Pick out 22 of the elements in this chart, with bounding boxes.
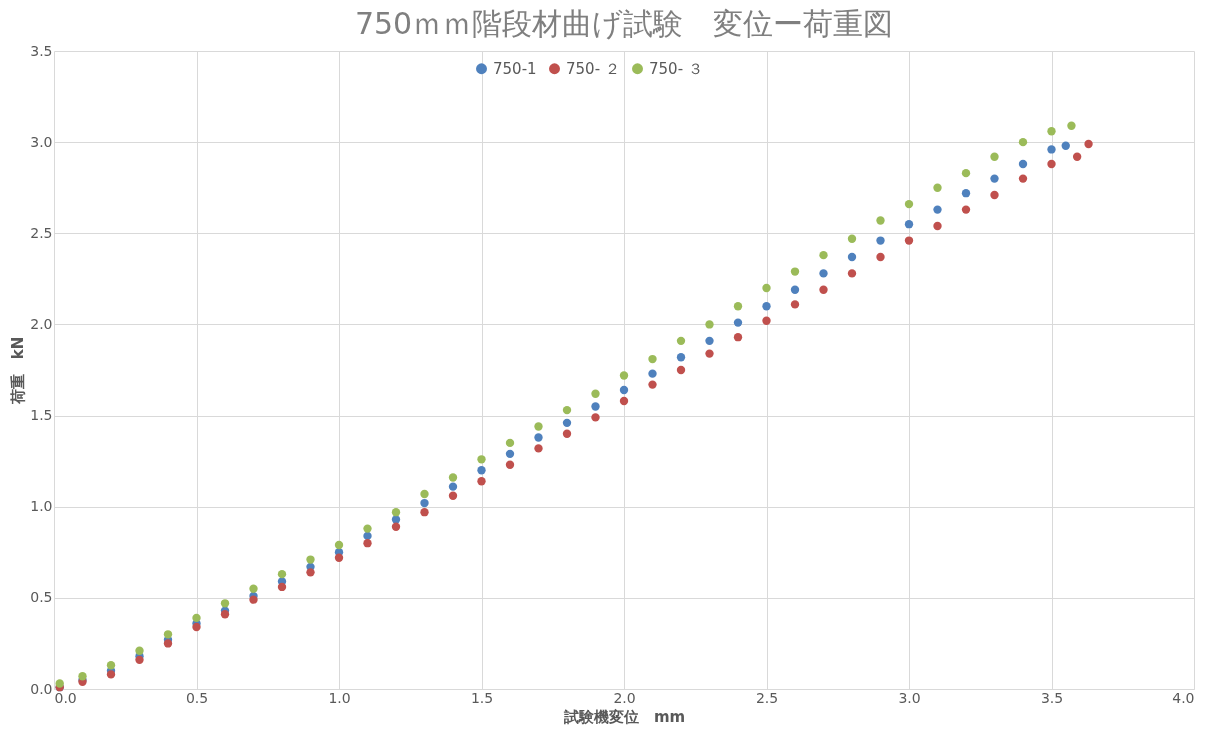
chart-title: 750ｍｍ階段材曲げ試験 変位ー荷重図 bbox=[354, 6, 894, 41]
y-tick-label: 0.5 bbox=[30, 589, 53, 606]
y-tick-label: 2.5 bbox=[30, 224, 53, 241]
x-tick-label: 0.0 bbox=[54, 689, 77, 706]
y-tick-label: 1.0 bbox=[30, 498, 53, 515]
x-tick-label: 3.5 bbox=[1040, 689, 1064, 706]
x-tick-label: 0.5 bbox=[185, 689, 209, 706]
y-tick-label: 3.5 bbox=[30, 42, 53, 59]
y-tick-label: 1.5 bbox=[30, 407, 53, 424]
x-tick-label: 1.0 bbox=[328, 689, 351, 706]
x-tick-label: 4.0 bbox=[1172, 689, 1195, 706]
x-tick-label: 2.5 bbox=[755, 689, 779, 706]
x-tick-label: 2.0 bbox=[613, 689, 636, 706]
legend-label: 750- ３ bbox=[649, 59, 703, 78]
y-axis-title: 荷重 kN bbox=[9, 336, 28, 406]
x-tick-label: 1.5 bbox=[470, 689, 494, 706]
x-tick-label: 3.0 bbox=[898, 689, 921, 706]
y-tick-label: 2.0 bbox=[30, 315, 53, 332]
legend-label: 750-1 bbox=[493, 59, 537, 78]
x-axis-title: 試験機変位 mm bbox=[562, 707, 686, 726]
legend-label: 750- ２ bbox=[566, 59, 620, 78]
y-tick-label: 3.0 bbox=[30, 133, 53, 150]
